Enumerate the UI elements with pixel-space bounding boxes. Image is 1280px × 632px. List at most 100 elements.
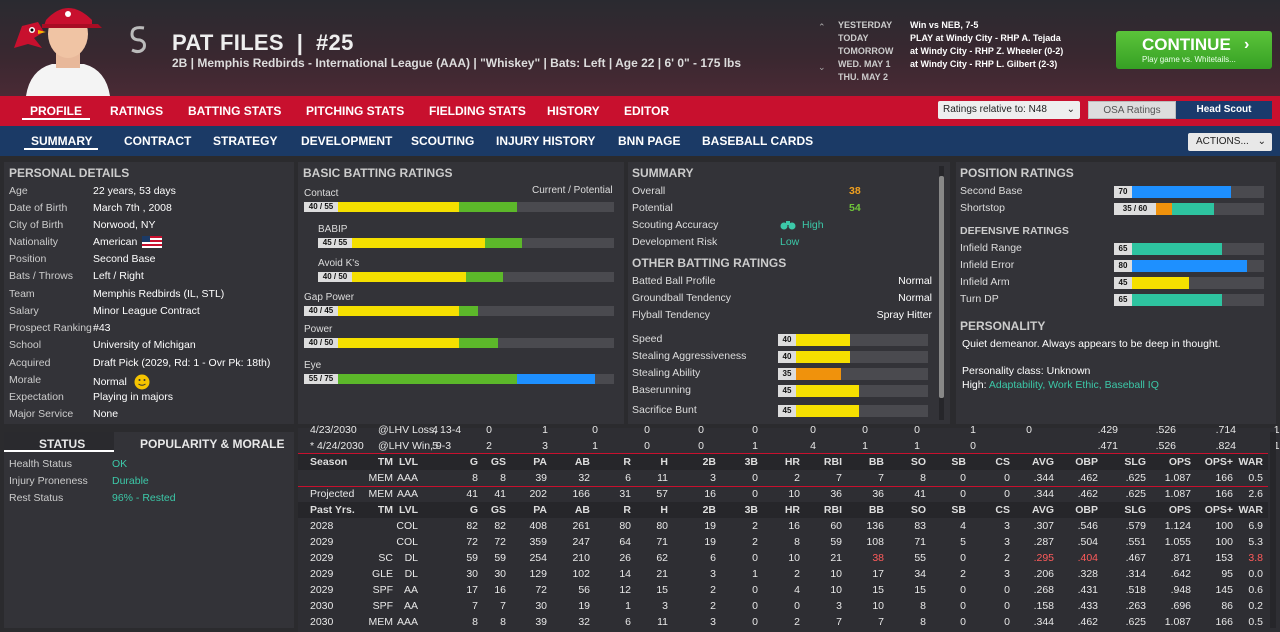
stat-cell: SC [378,552,393,564]
stat-cell: 6 [625,472,631,484]
actions-dropdown[interactable]: ACTIONS... ⌄ [1188,133,1272,151]
continue-button[interactable]: CONTINUE Play game vs. Whitetails... › [1116,31,1272,69]
scrollbar[interactable] [1270,432,1276,628]
position-bar: 65 [1114,294,1264,306]
stat-cell: 72 [535,584,547,596]
tab-injury-history[interactable]: INJURY HISTORY [496,134,596,148]
stat-cell: H [660,456,668,468]
schedule-row: YESTERDAY Win vs NEB, 7-5 [838,20,979,30]
stat-cell: 57 [656,488,668,500]
stat-cell: 1.124 [1164,520,1191,532]
stat-cell: .625 [1125,616,1146,628]
stat-cell: 10 [788,552,800,564]
stat-cell: 1.350 [1273,440,1280,452]
stat-cell: SB [951,504,966,516]
stat-cell: 0 [752,472,758,484]
stat-cell: 0 [644,424,650,436]
tab-scouting[interactable]: SCOUTING [411,134,475,148]
tab-pitching-stats[interactable]: PITCHING STATS [306,104,405,118]
position-value: 45 [1114,277,1132,289]
stat-cell: 0 [752,552,758,564]
rating-value-label: 40 / 55 [304,202,338,212]
stat-cell: 3.8 [1248,552,1263,564]
stat-cell: 1.087 [1164,616,1191,628]
stat-cell: .429 [1097,424,1118,436]
tab-development[interactable]: DEVELOPMENT [301,134,393,148]
stat-cell: 3 [1004,568,1010,580]
past-header-row: Past Yrs. TM LVL G GS PA AB R H 2B 3B HR RBI BB SO SB CS… [298,502,1268,518]
rating-bar: 40 / 50 [318,272,614,282]
chevron-down-icon: ⌄ [1257,136,1266,147]
stat-cell: 0 [960,552,966,564]
current-segment [304,374,518,384]
stat-cell: SB [951,456,966,468]
head-scout-button[interactable]: Head Scout [1176,101,1272,119]
schedule-row: TOMORROW at Windy City - RHP Z. Wheeler (… [838,46,1064,56]
position-label: Turn DP [960,293,999,305]
personal-details-panel: PERSONAL DETAILS Age 22 years, 53 days Da… [4,162,294,424]
stat-cell: 39 [535,472,547,484]
stat-cell: SPF [372,600,393,612]
stat-cell: .518 [1125,584,1146,596]
stat-cell: G [469,504,478,516]
stat-cell: .696 [1170,600,1191,612]
stat-cell: 12 [619,584,631,596]
stat-cell: 19 [704,520,716,532]
league-logo-icon [130,26,146,54]
tab-baseball-cards[interactable]: BASEBALL CARDS [702,134,814,148]
stat-cell: 0 [698,440,704,452]
stat-cell: 1.055 [1164,536,1191,548]
running-value: 35 [778,368,796,380]
ratings-relative-select[interactable]: Ratings relative to: N48 ⌄ [938,101,1080,119]
stat-cell: 71 [656,536,668,548]
tab-fielding-stats[interactable]: FIELDING STATS [429,104,526,118]
stat-cell: 31 [619,488,631,500]
schedule-down-chevron-icon[interactable]: ⌄ [818,62,826,72]
stat-cell: 7 [836,616,842,628]
tab-profile[interactable]: PROFILE [30,104,83,118]
panel-title: SUMMARY [632,166,694,180]
osa-ratings-button[interactable]: OSA Ratings [1088,101,1176,119]
position-ratings-panel: POSITION RATINGS DEFENSIVE RATINGS Secon… [956,162,1276,424]
stat-cell: 5.3 [1248,536,1263,548]
past-year-row: 2028 COL 82 82 408 261 80 80 19 2 16 60 136 83 4 3 .307.… [298,518,1268,534]
tab-status[interactable]: STATUS [4,432,114,452]
stat-cell: RBI [823,456,842,468]
rating-value-label: 55 / 75 [304,374,338,384]
stat-cell: 39 [535,616,547,628]
stat-cell: 15 [914,584,926,596]
stat-cell: DL [404,552,418,564]
rating-name: Power [304,324,333,335]
tab-contract[interactable]: CONTRACT [124,134,192,148]
stat-cell: .526 [1155,440,1176,452]
stat-cell: 17 [872,568,884,580]
stat-cell: 71 [914,536,926,548]
past-year-row: 2029 GLE DL 30 30 129 102 14 21 3 1 2 10 17 34 2 3 .206 .3… [298,566,1268,582]
tab-ratings[interactable]: RATINGS [110,104,164,118]
tab-history[interactable]: HISTORY [547,104,600,118]
stat-cell: 0 [960,488,966,500]
stat-cell: 82 [494,520,506,532]
tab-bnn-page[interactable]: BNN PAGE [618,134,681,148]
stat-cell: 3 [710,568,716,580]
stat-cell: SO [910,456,926,468]
continue-sublabel: Play game vs. Whitetails... [1142,55,1236,64]
running-label: Baserunning [632,384,691,396]
schedule-row: TODAY PLAY at Windy City - RHP A. Tejada [838,33,1061,43]
status-panel: STATUS POPULARITY & MORALE Health Status… [4,432,294,628]
tab-strategy[interactable]: STRATEGY [213,134,278,148]
stat-cell: 95 [1221,568,1233,580]
stat-cell: R [623,504,631,516]
scrollbar[interactable] [939,166,944,420]
schedule-up-chevron-icon[interactable]: ⌃ [818,22,826,32]
rating-value-label: 45 / 55 [318,238,352,248]
tab-popularity-morale[interactable]: POPULARITY & MORALE [140,437,285,451]
tab-summary[interactable]: SUMMARY [31,134,93,148]
rating-bar: 55 / 75 [304,374,614,384]
stat-cell: 4 [960,520,966,532]
game-log-row: * 4/24/2030 @LHV Win, 9-3 5 2 3 1 0 0 1 4 1 1 0 .471.… [298,438,1280,454]
stat-cell: 2 [710,584,716,596]
stat-cell: 100 [1215,520,1233,532]
tab-batting-stats[interactable]: BATTING STATS [188,104,282,118]
tab-editor[interactable]: EDITOR [624,104,670,118]
